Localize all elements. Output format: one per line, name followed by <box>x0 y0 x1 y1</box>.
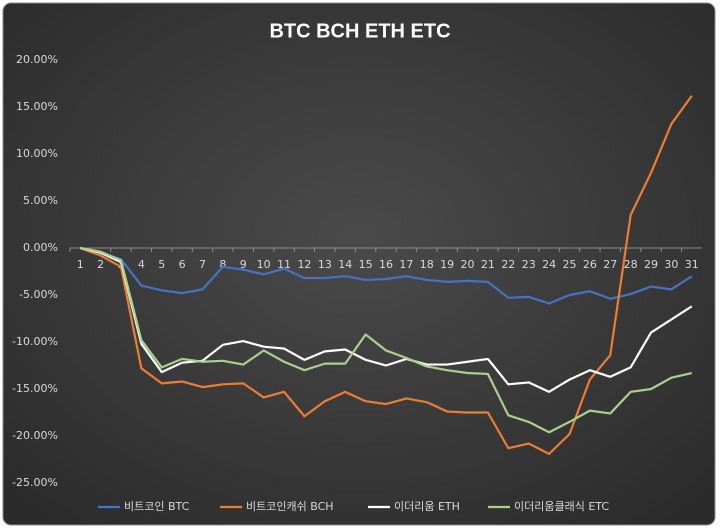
y-tick-label: -25.00% <box>12 476 58 489</box>
x-tick-label: 7 <box>199 258 206 271</box>
x-tick-label: 27 <box>603 258 617 271</box>
x-tick-label: 13 <box>318 258 332 271</box>
x-tick-label: 12 <box>297 258 311 271</box>
x-tick-label: 18 <box>420 258 434 271</box>
y-tick-label: -10.00% <box>12 335 58 348</box>
x-tick-label: 29 <box>644 258 658 271</box>
x-tick-label: 8 <box>219 258 226 271</box>
x-tick-label: 14 <box>338 258 352 271</box>
y-tick-label: 20.00% <box>16 53 58 66</box>
x-tick-label: 19 <box>440 258 454 271</box>
x-tick-label: 2 <box>97 258 104 271</box>
x-tick-label: 24 <box>542 258 556 271</box>
x-tick-label: 30 <box>664 258 678 271</box>
series-line <box>79 246 693 305</box>
legend-label: 비트코인 BTC <box>124 500 190 513</box>
y-tick-label: -5.00% <box>19 288 58 301</box>
x-tick-label: 6 <box>179 258 186 271</box>
x-tick-label: 23 <box>522 258 536 271</box>
y-tick-label: -15.00% <box>12 382 58 395</box>
x-tick-label: 11 <box>277 258 291 271</box>
x-tick-label: 4 <box>138 258 145 271</box>
x-tick-label: 25 <box>562 258 576 271</box>
x-tick-label: 16 <box>379 258 393 271</box>
y-tick-label: -20.00% <box>12 429 58 442</box>
x-tick-label: 9 <box>240 258 247 271</box>
x-tick-label: 1 <box>77 258 84 271</box>
x-tick-label: 22 <box>501 258 515 271</box>
y-tick-label: 10.00% <box>16 147 58 160</box>
x-tick-label: 20 <box>461 258 475 271</box>
x-tick-label: 21 <box>481 258 495 271</box>
series-line <box>79 246 693 393</box>
legend-label: 이더리움 ETH <box>394 500 460 513</box>
series-line <box>79 246 693 434</box>
legend-label: 비트코인캐쉬 BCH <box>246 500 334 513</box>
x-tick-label: 10 <box>257 258 271 271</box>
y-tick-label: 5.00% <box>23 194 58 207</box>
chart-title: BTC BCH ETH ETC <box>269 20 450 42</box>
y-tick-label: 15.00% <box>16 100 58 113</box>
x-tick-label: 31 <box>685 258 699 271</box>
x-tick-label: 28 <box>624 258 638 271</box>
x-tick-label: 5 <box>158 258 165 271</box>
series-line <box>79 95 693 455</box>
legend-label: 이더리움클래식 ETC <box>514 500 609 513</box>
x-tick-label: 17 <box>399 258 413 271</box>
y-tick-label: 0.00% <box>23 241 58 254</box>
x-tick-label: 15 <box>359 258 373 271</box>
x-tick-label: 26 <box>583 258 597 271</box>
